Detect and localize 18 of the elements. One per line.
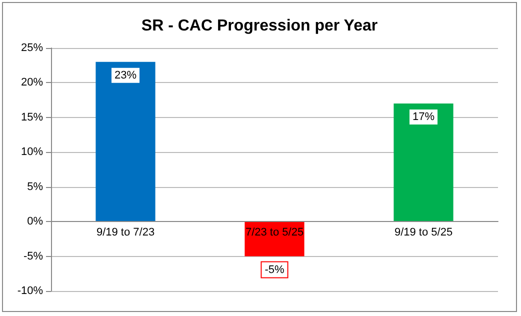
- bar: [96, 62, 156, 222]
- y-tick-label: 10%: [20, 146, 44, 158]
- y-tick-label: 15%: [20, 111, 44, 124]
- y-tick-label: 5%: [27, 180, 44, 193]
- x-tick-label: 7/23 to 5/25: [245, 226, 304, 238]
- y-tick-label: 25%: [20, 42, 44, 54]
- data-label: -5%: [264, 264, 284, 276]
- bar: [394, 104, 454, 222]
- y-tick-label: 20%: [20, 76, 44, 89]
- bar: [244, 222, 304, 256]
- data-label: 23%: [114, 69, 137, 82]
- x-tick-label: 9/19 to 5/25: [394, 226, 453, 238]
- x-tick-label: 9/19 to 7/23: [96, 226, 155, 238]
- y-tick-label: -10%: [17, 285, 44, 297]
- y-tick-label: 0%: [27, 216, 44, 228]
- y-tick-label: -5%: [23, 250, 44, 262]
- data-label: 17%: [412, 111, 435, 124]
- chart-title: SR - CAC Progression per Year: [141, 18, 378, 34]
